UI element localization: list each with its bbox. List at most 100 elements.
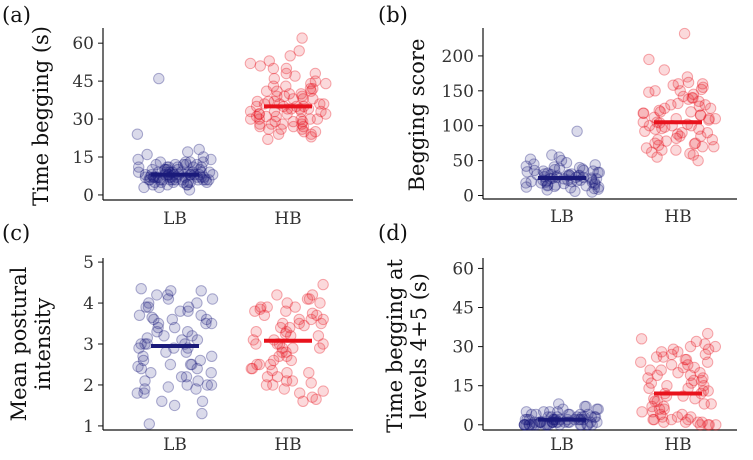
data-point xyxy=(280,67,292,80)
x-category-label: LB xyxy=(163,435,187,455)
y-tick-label: 0 xyxy=(463,416,474,436)
data-point xyxy=(152,321,164,334)
data-point xyxy=(684,340,697,353)
data-point xyxy=(255,301,267,313)
data-point xyxy=(296,90,308,103)
data-point xyxy=(682,359,694,371)
data-point xyxy=(139,338,151,350)
data-point xyxy=(689,137,702,149)
y-tick-label: 3 xyxy=(83,335,94,355)
data-point xyxy=(163,161,175,173)
data-point xyxy=(253,358,266,371)
data-point xyxy=(135,283,147,295)
data-point xyxy=(589,159,601,171)
data-point xyxy=(253,108,266,120)
data-point xyxy=(265,118,278,130)
data-point xyxy=(137,350,149,362)
data-point xyxy=(186,358,198,371)
data-point xyxy=(310,393,322,405)
data-point xyxy=(131,128,144,140)
data-point xyxy=(296,123,308,135)
data-point xyxy=(694,419,706,431)
data-point xyxy=(528,416,541,428)
data-point xyxy=(280,375,293,387)
data-point xyxy=(280,62,293,75)
data-point xyxy=(296,32,308,44)
data-point xyxy=(305,313,317,326)
data-point xyxy=(584,416,597,428)
data-point xyxy=(297,115,309,128)
data-point xyxy=(271,90,283,103)
data-point xyxy=(685,377,698,389)
data-point xyxy=(251,358,263,371)
data-point xyxy=(297,120,310,133)
data-point xyxy=(201,379,214,391)
data-point xyxy=(245,362,258,375)
data-point xyxy=(133,342,145,354)
data-point xyxy=(589,178,601,191)
data-point xyxy=(276,346,288,358)
data-point xyxy=(670,144,682,156)
data-point xyxy=(205,379,218,391)
data-point xyxy=(206,293,219,305)
data-point xyxy=(697,81,709,94)
data-point xyxy=(309,126,322,138)
data-point xyxy=(520,177,532,189)
data-point xyxy=(692,154,704,167)
data-point xyxy=(560,157,573,169)
data-point xyxy=(650,351,663,363)
data-point xyxy=(557,403,569,415)
data-point xyxy=(696,141,709,153)
data-point xyxy=(680,353,693,366)
data-point xyxy=(688,374,700,387)
data-point xyxy=(702,343,715,355)
y-ticks-c: 1 2 3 4 5 xyxy=(83,253,103,437)
data-point xyxy=(151,289,163,301)
data-point xyxy=(206,350,218,362)
data-point xyxy=(245,113,257,125)
data-point xyxy=(529,419,541,431)
data-point xyxy=(271,85,283,97)
y-tick-label: 1 xyxy=(83,417,94,437)
data-point xyxy=(661,380,673,392)
y-tick-label: 30 xyxy=(72,110,94,130)
data-point xyxy=(305,377,317,389)
data-point xyxy=(701,127,714,139)
data-point xyxy=(589,411,602,423)
data-point xyxy=(280,346,292,358)
data-point xyxy=(314,297,326,309)
data-point xyxy=(284,321,296,334)
data-point xyxy=(183,184,196,196)
data-point xyxy=(254,120,266,133)
y-tick-label: 0 xyxy=(463,187,474,207)
data-point xyxy=(244,105,257,118)
data-point xyxy=(271,289,283,301)
data-point xyxy=(687,88,700,101)
data-point xyxy=(581,419,593,431)
data-point xyxy=(553,151,565,163)
data-point xyxy=(573,161,586,174)
data-point xyxy=(655,346,668,358)
y-ticks-d: 0 15 30 45 60 xyxy=(452,259,483,436)
y-tick-label: 50 xyxy=(452,152,474,172)
data-point xyxy=(586,419,598,431)
data-point xyxy=(182,326,194,338)
data-point xyxy=(579,400,591,413)
data-point xyxy=(306,391,318,403)
data-point xyxy=(665,359,678,371)
data-point xyxy=(281,297,293,309)
data-point xyxy=(520,160,532,172)
data-point xyxy=(200,174,212,186)
y-tick-label: 4 xyxy=(83,294,94,314)
data-point xyxy=(647,406,659,418)
data-point xyxy=(643,382,655,394)
data-point xyxy=(706,134,718,146)
data-point xyxy=(133,309,146,321)
data-point xyxy=(143,297,155,309)
data-point xyxy=(285,354,297,367)
data-point xyxy=(523,419,535,431)
data-point xyxy=(652,139,665,152)
data-point xyxy=(681,71,694,83)
data-point xyxy=(523,413,535,426)
data-point xyxy=(298,126,310,138)
